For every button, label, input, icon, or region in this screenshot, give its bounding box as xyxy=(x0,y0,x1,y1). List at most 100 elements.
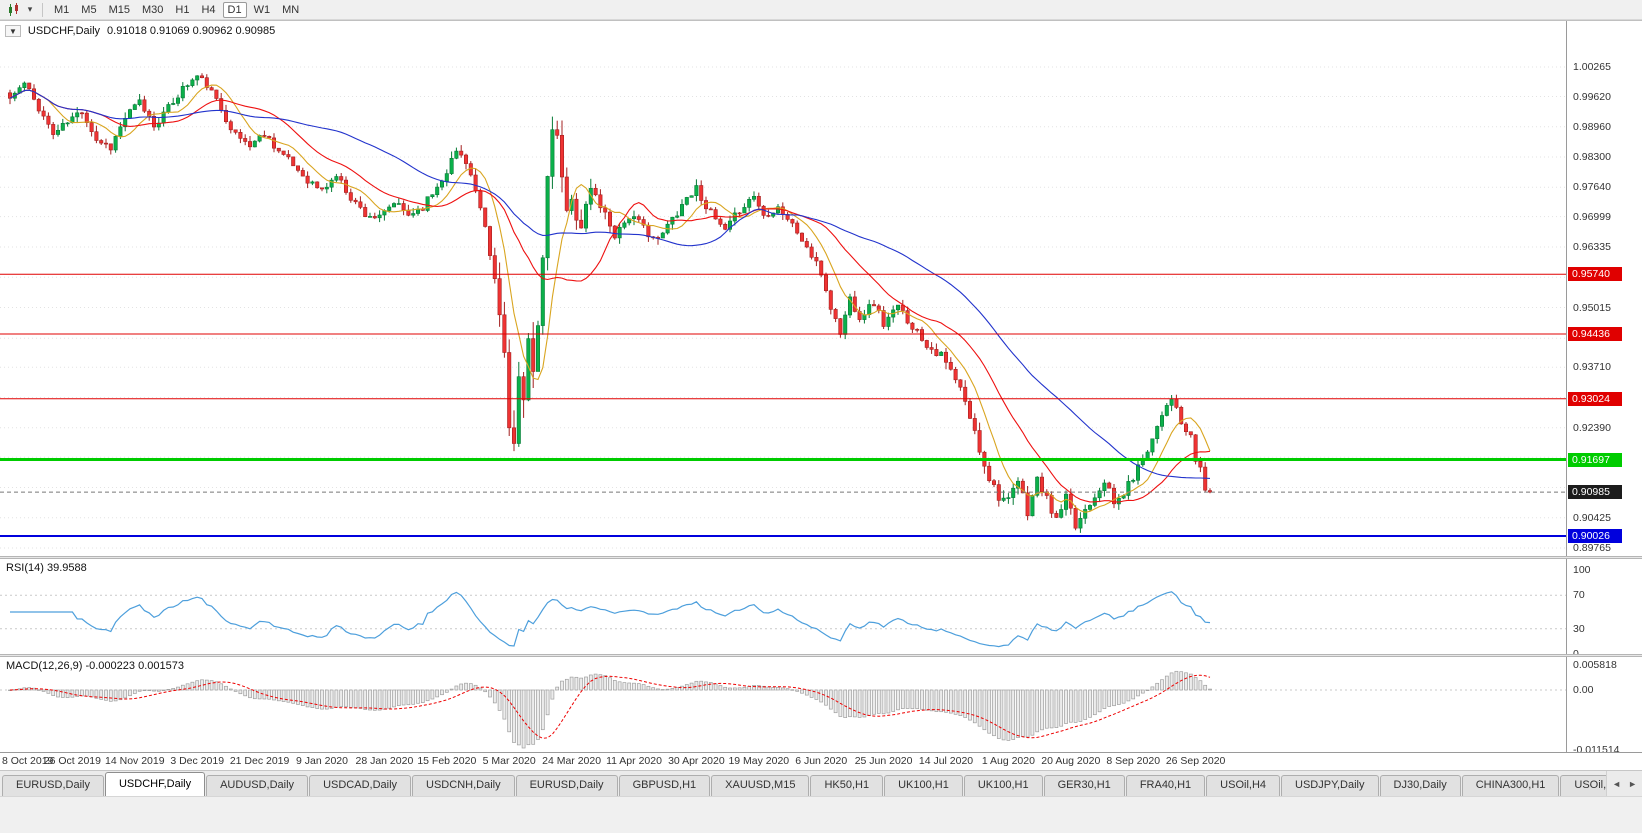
price-level-badge: 0.93024 xyxy=(1568,391,1622,406)
macd-tick-label: 0.00 xyxy=(1573,684,1594,696)
macd-tick-label: 0.005818 xyxy=(1573,659,1617,671)
chart-tab[interactable]: USDCHF,Daily xyxy=(104,772,206,796)
date-label: 14 Jul 2020 xyxy=(918,755,974,767)
chart-tab[interactable]: UK100,H1 xyxy=(963,775,1043,796)
chart-tab[interactable]: GBPUSD,H1 xyxy=(618,775,711,796)
rsi-tick-label: 100 xyxy=(1573,564,1591,576)
timeframe-button-mn[interactable]: MN xyxy=(282,3,300,16)
price-panel: 1.00265 0.99620 0.98960 0.98300 0.97640 0.969… xyxy=(0,20,1642,556)
date-label: 21 Dec 2019 xyxy=(229,755,290,767)
price-level-badge: 0.94436 xyxy=(1568,327,1622,342)
chart-title: ▼ USDCHF,Daily 0.91018 0.91069 0.90962 0… xyxy=(5,25,275,37)
price-tick-label: 0.98300 xyxy=(1573,151,1611,164)
chart-tab[interactable]: USDJPY,Daily xyxy=(1281,775,1379,796)
chart-tabbar: EURUSD,Daily USDCHF,Daily AUDUSD,Daily USDC… xyxy=(0,770,1642,796)
tabs-scroll-right-icon[interactable]: ► xyxy=(1628,779,1637,789)
current-price-badge: 0.90985 xyxy=(1568,485,1622,500)
price-tick-label: 0.92390 xyxy=(1573,421,1611,434)
chart-tab[interactable]: EURUSD,Daily xyxy=(2,775,104,796)
price-axis-scale[interactable]: 1.00265 0.99620 0.98960 0.98300 0.97640 0.969… xyxy=(1566,21,1642,556)
rsi-chart-canvas[interactable] xyxy=(0,559,1566,654)
date-label: 9 Jan 2020 xyxy=(296,755,348,767)
price-tick-label: 0.95015 xyxy=(1573,301,1611,314)
chart-tab[interactable]: USDCAD,Daily xyxy=(309,775,412,796)
price-tick-label: 0.96999 xyxy=(1573,210,1611,223)
panel-divider[interactable] xyxy=(0,654,1642,657)
tabs-scroll-left-icon[interactable]: ◄ xyxy=(1612,779,1622,789)
chart-ohlc-values: 0.91018 0.91069 0.90962 0.90985 xyxy=(107,25,276,37)
price-tick-label: 0.96335 xyxy=(1573,241,1611,254)
rsi-tick-label: 70 xyxy=(1573,589,1585,602)
date-label: 14 Nov 2019 xyxy=(105,755,165,767)
price-tick-label: 0.98960 xyxy=(1573,120,1611,133)
date-label: 8 Oct 2019 xyxy=(2,755,54,767)
chart-tab[interactable]: EURUSD,Daily xyxy=(515,775,618,796)
chart-tab[interactable]: AUDUSD,Daily xyxy=(206,775,309,796)
timeframe-button-group: M1 M5 M15 M30 H1 H4 D1 W1 MN xyxy=(49,1,304,18)
price-tick-label: 0.97640 xyxy=(1573,181,1611,194)
chart-type-icon[interactable] xyxy=(4,1,24,19)
price-chart-canvas[interactable] xyxy=(0,21,1566,556)
timeframe-button-m1[interactable]: M1 xyxy=(54,3,70,16)
chart-tab[interactable]: USOil,H4 xyxy=(1206,775,1281,796)
date-label: 8 Sep 2020 xyxy=(1106,755,1161,767)
macd-panel: 0.005818 0.00 -0.011514 MACD(12,26,9) -0.0… xyxy=(0,657,1642,756)
chart-tab[interactable]: USDCNH,Daily xyxy=(412,775,515,796)
date-label: 19 May 2020 xyxy=(728,755,790,767)
date-label: 1 Aug 2020 xyxy=(981,755,1035,767)
price-level-badge: 0.95740 xyxy=(1568,267,1622,282)
timeframe-button-h4[interactable]: H4 xyxy=(201,3,216,16)
chart-type-dropdown-icon[interactable]: ▾ xyxy=(27,4,33,14)
rsi-panel: 10070300 RSI(14) 39.9588 xyxy=(0,559,1642,660)
date-label: 30 Apr 2020 xyxy=(668,755,725,767)
timeframe-button-d1[interactable]: D1 xyxy=(222,1,247,18)
panel-divider[interactable] xyxy=(0,556,1642,559)
toolbar: ▾ M1 M5 M15 M30 H1 H4 D1 W1 MN xyxy=(0,0,1642,20)
chart-tab[interactable]: GER30,H1 xyxy=(1043,775,1125,796)
price-tick-label: 0.99620 xyxy=(1573,90,1611,103)
chart-tab[interactable]: DJ30,Daily xyxy=(1379,775,1461,796)
chart-tab[interactable]: CHINA300,H1 xyxy=(1461,775,1560,796)
time-axis[interactable]: 8 Oct 2019 26 Oct 2019 14 Nov 2019 3 Dec 20… xyxy=(0,752,1642,770)
chart-tab[interactable]: HK50,H1 xyxy=(810,775,884,796)
date-label: 15 Feb 2020 xyxy=(417,755,477,767)
date-label: 3 Dec 2019 xyxy=(170,755,225,767)
chart-tab[interactable]: XAUUSD,M15 xyxy=(711,775,810,796)
toolbar-separator xyxy=(42,2,43,17)
expand-marker-icon[interactable]: ▼ xyxy=(5,25,21,37)
rsi-axis-scale[interactable]: 10070300 xyxy=(1566,559,1642,660)
price-tick-label: 0.90425 xyxy=(1573,511,1611,524)
price-tick-label: 1.00265 xyxy=(1573,61,1611,73)
date-label: 6 Jun 2020 xyxy=(795,755,848,767)
date-label: 26 Oct 2019 xyxy=(43,755,101,767)
timeframe-button-h1[interactable]: H1 xyxy=(175,3,190,16)
chart-tab[interactable]: FRA40,H1 xyxy=(1125,775,1206,796)
chart-tab[interactable]: UK100,H1 xyxy=(884,775,963,796)
chart-symbol-label: USDCHF,Daily xyxy=(27,25,101,37)
macd-label: MACD(12,26,9) -0.000223 0.001573 xyxy=(6,660,184,672)
date-label: 25 Jun 2020 xyxy=(854,755,913,767)
chart-tabs: EURUSD,Daily USDCHF,Daily AUDUSD,Daily USDC… xyxy=(2,772,1635,796)
timeframe-button-w1[interactable]: W1 xyxy=(253,3,271,16)
date-label: 20 Aug 2020 xyxy=(1041,755,1101,767)
tabs-scroll-controls: ◄ ► xyxy=(1606,771,1642,796)
date-label: 28 Jan 2020 xyxy=(355,755,414,767)
date-label: 11 Apr 2020 xyxy=(606,755,662,767)
rsi-tick-label: 30 xyxy=(1573,622,1585,635)
rsi-label: RSI(14) 39.9588 xyxy=(6,562,87,574)
date-label: 24 Mar 2020 xyxy=(542,755,602,767)
timeframe-button-m5[interactable]: M5 xyxy=(81,3,97,16)
macd-axis-scale[interactable]: 0.005818 0.00 -0.011514 xyxy=(1566,657,1642,756)
price-level-badge: 0.91697 xyxy=(1568,452,1622,467)
macd-chart-canvas[interactable] xyxy=(0,657,1566,752)
price-level-badge: 0.90026 xyxy=(1568,529,1622,544)
date-label: 26 Sep 2020 xyxy=(1165,755,1226,767)
price-tick-label: 0.89765 xyxy=(1573,542,1611,554)
candlestick-icon xyxy=(9,2,18,16)
timeframe-button-m30[interactable]: M30 xyxy=(141,3,164,16)
date-label: 5 Mar 2020 xyxy=(482,755,536,767)
window-footer xyxy=(0,796,1642,833)
price-tick-label: 0.93710 xyxy=(1573,361,1611,374)
timeframe-button-m15[interactable]: M15 xyxy=(108,3,130,16)
